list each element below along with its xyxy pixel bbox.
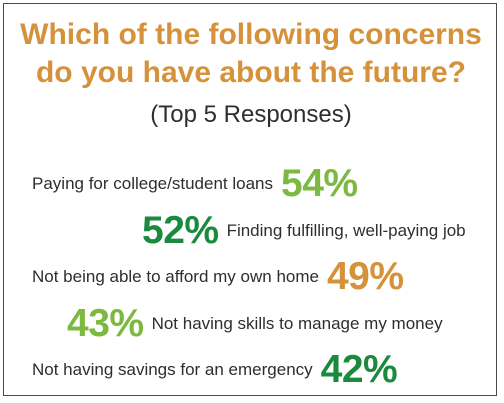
response-row-5: Not having savings for an emergency 42%: [32, 348, 398, 391]
response-percent-1: 54%: [281, 162, 358, 205]
response-percent-3: 49%: [326, 255, 404, 298]
response-label-5: Not having savings for an emergency: [32, 360, 313, 379]
response-row-2: 52% Finding fulfilling, well-paying job: [142, 211, 466, 251]
response-row-3: Not being able to afford my own home 49%: [32, 257, 404, 297]
response-label-4: Not having skills to manage my money: [151, 314, 443, 333]
response-row-4: 43% Not having skills to manage my money: [67, 304, 443, 344]
response-percent-2: 52%: [142, 209, 219, 252]
title-line-2: do you have about the future?: [35, 56, 466, 89]
response-percent-5: 42%: [320, 348, 398, 391]
response-row-1: Paying for college/student loans 54%: [32, 164, 358, 204]
title-line-1: Which of the following concerns: [20, 18, 482, 51]
response-percent-4: 43%: [67, 302, 144, 345]
response-label-3: Not being able to afford my own home: [32, 267, 319, 286]
response-label-1: Paying for college/student loans: [32, 174, 273, 193]
subtitle: (Top 5 Responses): [150, 101, 352, 128]
infographic-frame: Which of the following concerns do you h…: [3, 3, 497, 396]
response-label-2: Finding fulfilling, well-paying job: [226, 221, 466, 240]
